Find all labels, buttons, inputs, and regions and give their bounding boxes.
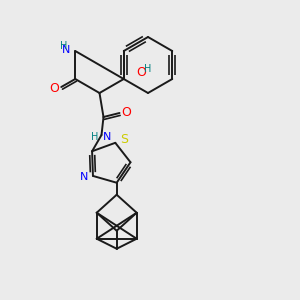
Text: S: S — [120, 133, 128, 146]
Text: O: O — [136, 67, 146, 80]
Text: N: N — [80, 172, 88, 182]
Text: N: N — [103, 132, 111, 142]
Text: H: H — [60, 41, 67, 51]
Text: O: O — [122, 106, 131, 118]
Text: H: H — [144, 64, 151, 74]
Text: O: O — [49, 82, 59, 94]
Text: N: N — [62, 45, 70, 55]
Text: H: H — [91, 132, 98, 142]
